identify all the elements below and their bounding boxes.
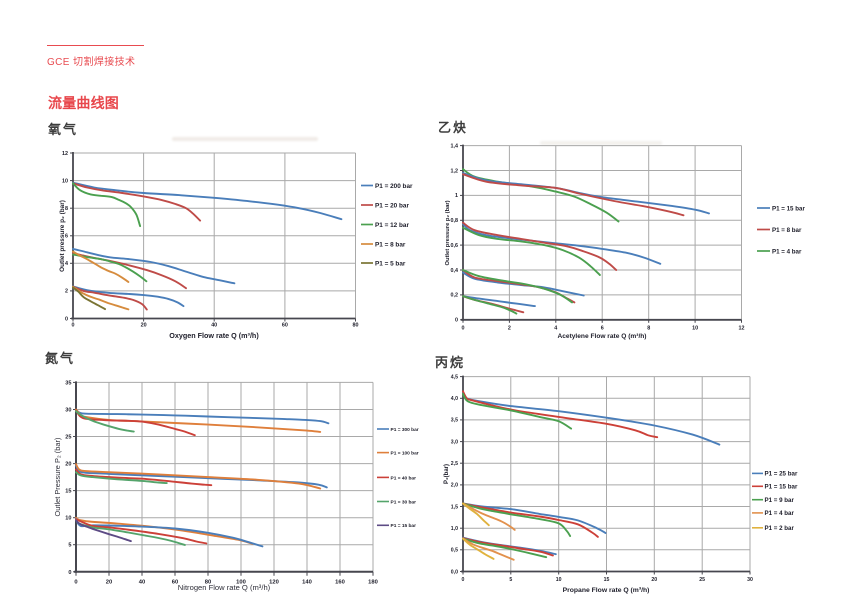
svg-text:Outlet pressure p₂ (bar): Outlet pressure p₂ (bar): [445, 200, 451, 265]
svg-text:35: 35: [65, 380, 71, 386]
svg-text:0: 0: [68, 570, 71, 576]
svg-text:P1 = 4 bar: P1 = 4 bar: [772, 248, 802, 255]
svg-text:4: 4: [554, 325, 557, 331]
svg-text:5: 5: [68, 543, 71, 549]
svg-text:Outlet pressure p₂ (bar): Outlet pressure p₂ (bar): [59, 200, 66, 272]
svg-text:25: 25: [699, 577, 705, 583]
svg-text:Nitrogen Flow rate Q (m³/h): Nitrogen Flow rate Q (m³/h): [178, 583, 271, 592]
svg-text:1,5: 1,5: [451, 504, 458, 510]
svg-text:P1 = 40 bar: P1 = 40 bar: [391, 475, 417, 481]
svg-text:10: 10: [62, 178, 68, 184]
svg-text:P1 = 4 bar: P1 = 4 bar: [765, 510, 795, 517]
svg-text:12: 12: [62, 151, 68, 157]
svg-text:8: 8: [647, 325, 650, 331]
svg-text:180: 180: [368, 579, 378, 585]
svg-text:P1 = 8 bar: P1 = 8 bar: [772, 227, 802, 234]
svg-text:25: 25: [65, 435, 71, 441]
svg-text:P1 = 2 bar: P1 = 2 bar: [765, 525, 795, 532]
svg-text:160: 160: [335, 579, 345, 585]
svg-text:P1 = 300 bar: P1 = 300 bar: [391, 427, 419, 433]
svg-text:1,2: 1,2: [451, 168, 459, 174]
svg-text:P1 = 25 bar: P1 = 25 bar: [765, 471, 798, 478]
svg-text:P1 = 9 bar: P1 = 9 bar: [765, 497, 795, 504]
svg-text:1,0: 1,0: [451, 526, 458, 532]
svg-text:0: 0: [462, 577, 465, 583]
svg-text:P1 = 5 bar: P1 = 5 bar: [375, 260, 406, 267]
svg-text:0: 0: [72, 323, 75, 329]
svg-text:30: 30: [65, 408, 71, 414]
svg-text:10: 10: [556, 577, 562, 583]
svg-text:20: 20: [141, 323, 147, 329]
svg-text:12: 12: [739, 325, 745, 331]
svg-text:4,5: 4,5: [451, 374, 458, 380]
svg-text:8: 8: [65, 206, 68, 212]
svg-text:3,0: 3,0: [451, 439, 458, 445]
svg-text:0,8: 0,8: [451, 218, 459, 224]
svg-text:40: 40: [139, 579, 145, 585]
svg-text:P1 = 30 bar: P1 = 30 bar: [391, 499, 417, 505]
svg-text:P1 = 15 bar: P1 = 15 bar: [772, 205, 805, 212]
svg-text:P1 = 8 bar: P1 = 8 bar: [375, 241, 406, 248]
svg-text:Propane Flow rate Q (m³/h): Propane Flow rate Q (m³/h): [563, 587, 650, 594]
svg-text:10: 10: [692, 325, 698, 331]
svg-text:60: 60: [172, 579, 178, 585]
svg-text:20: 20: [106, 579, 112, 585]
svg-text:30: 30: [747, 577, 753, 583]
svg-text:2: 2: [65, 289, 68, 295]
svg-text:1,4: 1,4: [451, 143, 459, 149]
svg-text:20: 20: [65, 462, 71, 468]
svg-text:0: 0: [74, 579, 77, 585]
svg-text:P1 = 15 bar: P1 = 15 bar: [391, 523, 417, 529]
svg-text:6: 6: [65, 234, 68, 240]
svg-text:0,0: 0,0: [451, 569, 458, 575]
svg-text:60: 60: [282, 323, 288, 329]
svg-text:4,0: 4,0: [451, 396, 458, 402]
svg-text:0,4: 0,4: [451, 268, 459, 274]
svg-text:0,2: 0,2: [451, 293, 459, 299]
svg-text:120: 120: [269, 579, 279, 585]
svg-text:P1 = 100 bar: P1 = 100 bar: [391, 451, 419, 457]
svg-text:P1 = 20 bar: P1 = 20 bar: [375, 202, 409, 209]
svg-text:10: 10: [65, 516, 71, 522]
svg-text:40: 40: [211, 323, 217, 329]
svg-text:4: 4: [65, 261, 68, 267]
svg-text:P1 = 12 bar: P1 = 12 bar: [375, 222, 409, 229]
svg-text:100: 100: [236, 579, 246, 585]
svg-text:0: 0: [462, 325, 465, 331]
svg-text:0,6: 0,6: [451, 243, 459, 249]
svg-text:P1 = 15 bar: P1 = 15 bar: [765, 484, 798, 491]
svg-text:15: 15: [604, 577, 610, 583]
svg-text:P₂(bar): P₂(bar): [444, 464, 450, 484]
svg-text:0,5: 0,5: [451, 548, 458, 554]
svg-text:6: 6: [601, 325, 604, 331]
svg-text:0: 0: [65, 316, 68, 322]
svg-text:20: 20: [651, 577, 657, 583]
svg-text:15: 15: [65, 489, 71, 495]
svg-text:2,0: 2,0: [451, 483, 458, 489]
svg-text:140: 140: [302, 579, 312, 585]
svg-text:Oxygen Flow rate Q (m³/h): Oxygen Flow rate Q (m³/h): [169, 331, 259, 340]
svg-text:P1 = 200 bar: P1 = 200 bar: [375, 183, 413, 190]
svg-text:Acetylene Flow rate Q (m³/h): Acetylene Flow rate Q (m³/h): [557, 333, 646, 340]
svg-text:3,5: 3,5: [451, 418, 458, 424]
svg-text:Outlet Pressure P₂ (bar): Outlet Pressure P₂ (bar): [53, 438, 62, 517]
svg-text:1: 1: [455, 193, 458, 199]
svg-text:2,5: 2,5: [451, 461, 458, 467]
svg-text:5: 5: [509, 577, 512, 583]
svg-text:2: 2: [508, 325, 511, 331]
svg-text:0: 0: [455, 318, 458, 324]
svg-text:80: 80: [353, 323, 359, 329]
svg-text:80: 80: [205, 579, 211, 585]
